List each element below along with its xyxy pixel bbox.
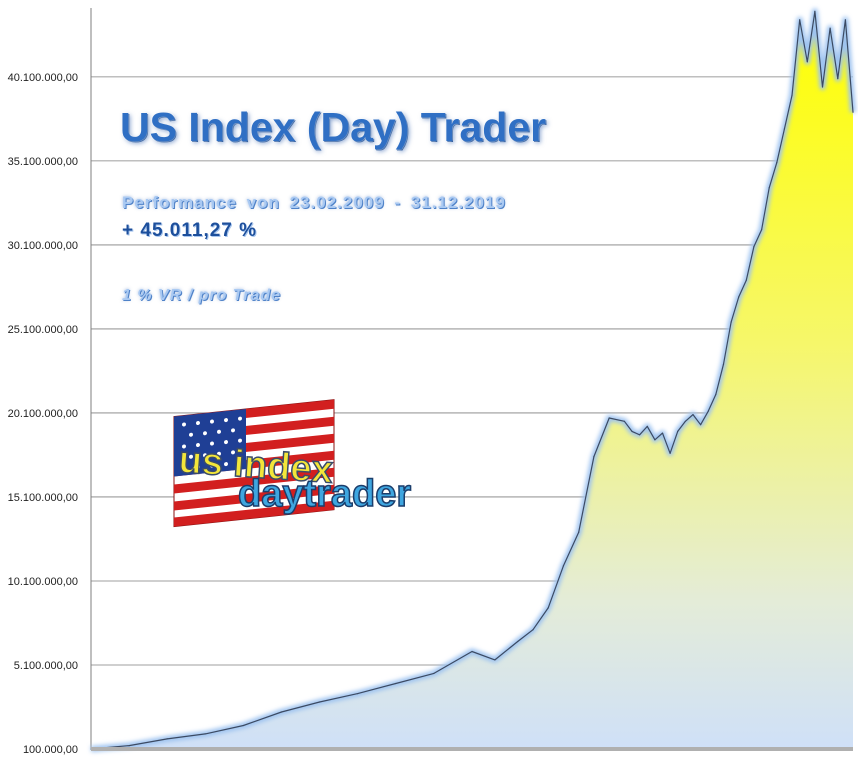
y-tick-label: 5.100.000,00 [14,660,78,672]
logo-text-line2: daytrader [238,473,411,515]
data-point [837,78,839,80]
y-tick-labels: 100.000,00 5.100.000,00 10.100.000,00 15.10… [8,72,78,756]
data-point [608,417,610,419]
data-point [593,456,595,458]
performance-period: Performance von 23.02.2009 - 31.12.2019 [122,193,506,212]
y-tick-label: 35.100.000,00 [8,156,78,168]
us-flag-icon [173,399,335,528]
data-point [578,531,580,533]
data-point [646,425,648,427]
data-point [204,733,206,735]
performance-gain: + 45.011,27 % [122,220,258,241]
data-point [166,738,168,740]
y-tick-label: 20.100.000,00 [8,408,78,420]
data-point [494,659,496,661]
y-tick-label: 10.100.000,00 [8,576,78,588]
data-point [791,94,793,96]
data-point [814,10,816,12]
equity-line [90,10,854,750]
equity-area [91,11,853,749]
series-group [90,8,856,752]
data-point [776,162,778,164]
data-point [829,27,831,29]
data-point [799,19,801,21]
data-point [661,432,664,434]
data-point [532,629,534,631]
data-point [128,745,130,747]
x-axis [91,747,853,751]
data-point [395,682,397,685]
risk-per-trade: 1 % VR / pro Trade [122,287,282,304]
y-tick-label: 40.100.000,00 [8,72,78,84]
y-tick-label: 100.000,00 [23,744,78,756]
data-point [707,410,709,412]
data-point [715,393,717,396]
data-point [738,296,740,298]
data-point [562,565,565,567]
data-point [852,111,854,113]
data-point [471,650,473,653]
data-point [242,724,244,727]
us-index-daytrader-logo: us index daytrader [173,399,412,528]
data-point [623,420,626,422]
data-point [517,640,519,643]
data-point [357,693,359,695]
data-point [722,363,725,365]
data-point [783,128,786,130]
data-point [745,279,747,281]
data-point [631,430,633,432]
data-point [692,414,694,416]
data-point [768,187,770,189]
data-point [730,321,732,323]
y-tick-label: 30.100.000,00 [8,240,78,252]
data-point [806,61,808,63]
data-point [821,86,824,88]
data-point [280,711,283,713]
data-point [654,439,656,441]
data-point [669,452,671,454]
x-axis-bar [91,747,853,751]
y-tick-label: 25.100.000,00 [8,324,78,336]
chart-title: US Index (Day) Trader [120,104,547,150]
data-point [753,246,755,248]
data-point [844,19,847,21]
data-point [761,229,763,231]
y-tick-label: 15.100.000,00 [8,492,78,504]
data-point [684,420,687,422]
data-point [319,701,321,703]
data-point [433,672,435,675]
data-point [700,424,702,426]
data-point [547,607,549,609]
data-point [639,434,641,436]
data-point [677,430,679,432]
